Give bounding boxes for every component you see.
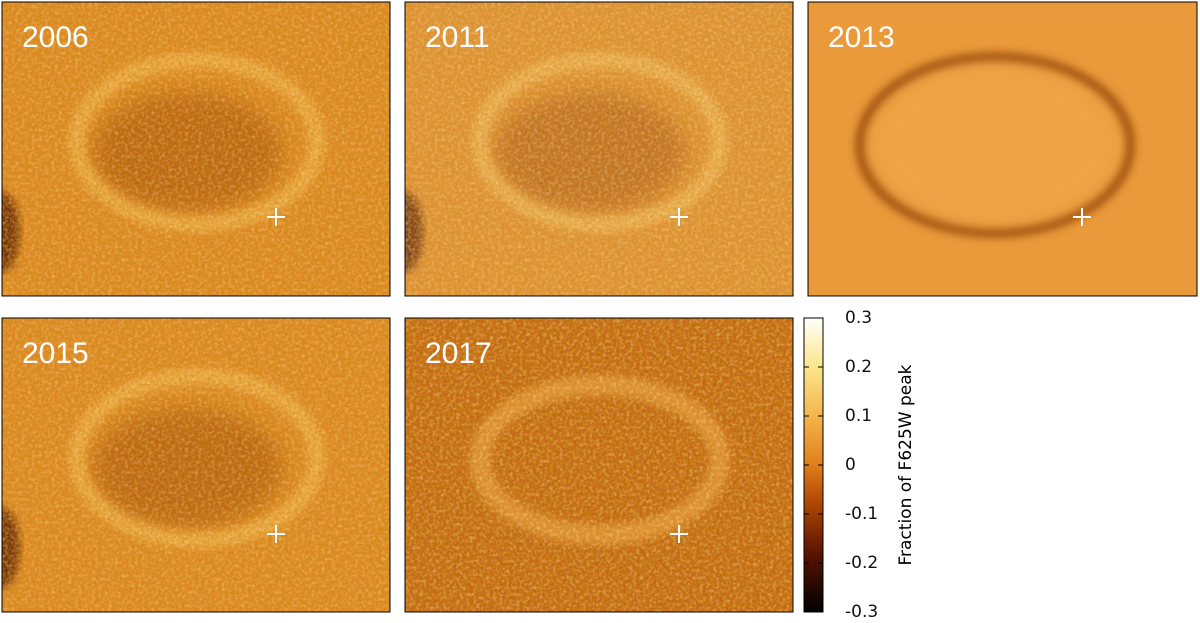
tick-label: 0.2: [845, 357, 872, 377]
panel-label: 2006: [22, 21, 89, 54]
tick-label: -0.2: [845, 553, 878, 573]
panel-label: 2015: [22, 337, 89, 370]
panel: 2011: [404, 1, 794, 297]
panel: 2013: [807, 1, 1198, 297]
panel: 2015: [1, 317, 391, 613]
tick-label: 0: [845, 455, 856, 475]
panel-label: 2017: [425, 337, 492, 370]
panel-label: 2011: [425, 21, 490, 54]
tick-label: 0.1: [845, 406, 872, 426]
panel-label: 2013: [828, 21, 895, 54]
tick-label: 0.3: [845, 308, 872, 328]
colorbar-label: Fraction of F625W peak: [896, 364, 916, 565]
panel: 2006: [1, 1, 391, 297]
tick-label: -0.1: [845, 504, 878, 524]
panel: 2017: [404, 317, 794, 613]
tick-label: -0.3: [845, 602, 878, 622]
